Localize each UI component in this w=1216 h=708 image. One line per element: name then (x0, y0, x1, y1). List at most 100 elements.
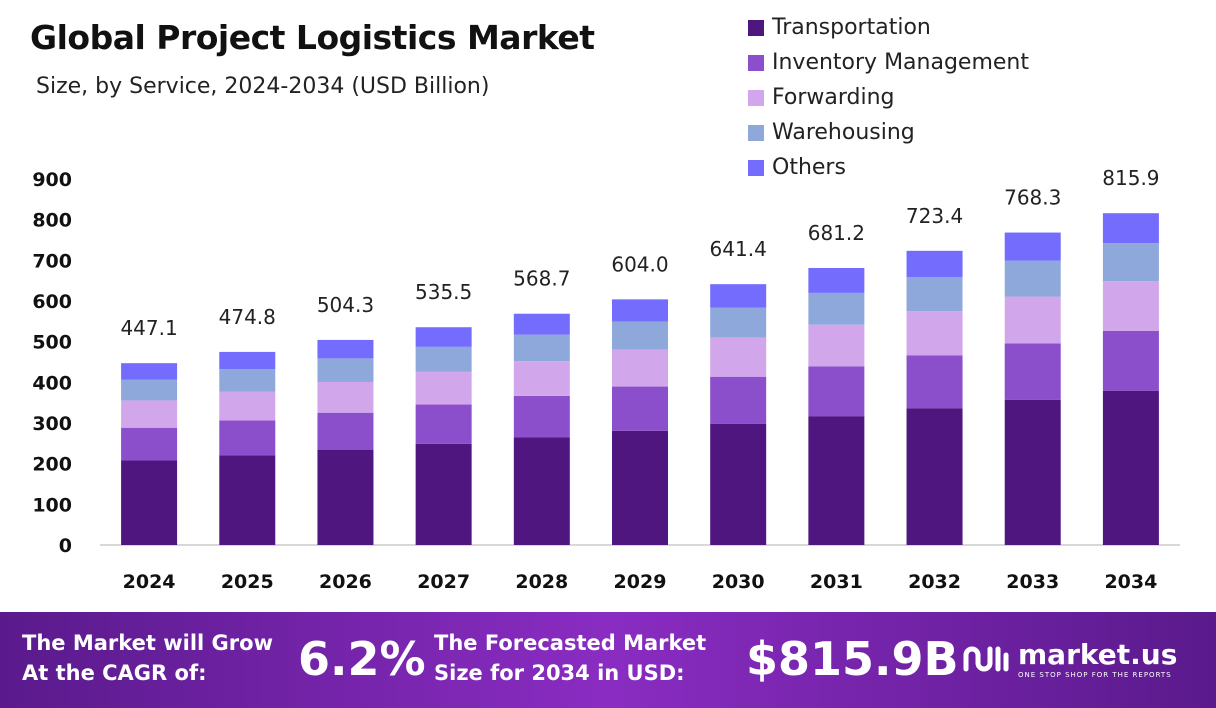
bar-segment-forwarding (906, 311, 963, 356)
bar-segment-inventory-management (317, 412, 374, 450)
total-label: 504.3 (317, 293, 374, 317)
y-tick-label: 200 (32, 454, 72, 476)
bar-segment-transportation (710, 423, 767, 545)
bar-segment-forwarding (710, 337, 767, 377)
bar-segment-transportation (906, 408, 963, 545)
y-tick-label: 700 (32, 250, 72, 272)
bar-segment-warehousing (219, 369, 276, 392)
bar-segment-warehousing (906, 277, 963, 312)
footer-banner: The Market will Grow At the CAGR of: 6.2… (0, 612, 1216, 708)
brand-name: market.us (1018, 638, 1178, 671)
total-label: 568.7 (513, 267, 570, 291)
legend-item: Others (748, 150, 1029, 185)
bar-segment-inventory-management (906, 355, 963, 409)
brand-logo: market.us ONE STOP SHOP FOR THE REPORTS (962, 638, 1177, 679)
bar-segment-warehousing (1102, 243, 1159, 282)
bar-segment-inventory-management (710, 376, 767, 424)
bar-segment-inventory-management (415, 404, 472, 444)
brand-logo-icon (963, 646, 1009, 671)
legend-swatch (748, 159, 764, 176)
bar-segment-inventory-management (513, 395, 570, 438)
bar-segment-others (513, 313, 570, 335)
bar-segment-warehousing (808, 292, 865, 325)
bar-segment-forwarding (1004, 296, 1061, 344)
x-tick-label: 2028 (515, 571, 568, 593)
x-tick-label: 2033 (1006, 571, 1059, 593)
total-label: 768.3 (1004, 186, 1061, 210)
total-label: 474.8 (219, 305, 276, 329)
bar-segment-others (612, 299, 668, 322)
bar-segment-warehousing (513, 334, 570, 362)
bar-segment-forwarding (121, 400, 178, 428)
bar-segment-others (121, 363, 178, 380)
forecast-value: $815.9B (746, 632, 959, 686)
bar-segment-warehousing (415, 346, 472, 372)
bar-segment-transportation (612, 430, 668, 545)
total-label: 604.0 (611, 252, 668, 276)
legend-label: Others (772, 155, 846, 180)
forecast-label-line2: Size for 2034 in USD: (434, 661, 685, 685)
bar-segment-inventory-management (612, 386, 668, 431)
legend-item: Inventory Management (748, 45, 1029, 80)
y-tick-label: 600 (32, 291, 72, 313)
bar-segment-forwarding (317, 381, 374, 413)
legend-item: Warehousing (748, 115, 1029, 150)
legend-swatch (748, 124, 764, 141)
bar-segment-warehousing (1004, 260, 1061, 297)
chart-title: Global Project Logistics Market (30, 18, 595, 57)
x-tick-label: 2034 (1104, 571, 1157, 593)
cagr-label: The Market will Grow At the CAGR of: (22, 628, 273, 688)
bar-segment-transportation (415, 443, 472, 545)
x-tick-label: 2024 (123, 571, 176, 593)
bar-segment-others (219, 351, 276, 370)
bar-segment-transportation (1102, 390, 1159, 545)
bar-segment-transportation (317, 449, 374, 545)
bar-segment-warehousing (612, 321, 668, 350)
bar-segment-forwarding (415, 371, 472, 405)
bar-segment-warehousing (710, 307, 767, 338)
chart-subtitle: Size, by Service, 2024-2034 (USD Billion… (36, 74, 490, 99)
legend-swatch (748, 89, 764, 106)
y-tick-label: 800 (32, 210, 72, 232)
bar-segment-transportation (513, 437, 570, 545)
x-tick-label: 2032 (908, 571, 961, 593)
bar-segment-others (1004, 232, 1061, 261)
y-tick-label: 500 (32, 332, 72, 354)
cagr-label-line1: The Market will Grow (22, 631, 273, 655)
bar-segment-transportation (808, 416, 865, 545)
bar-segment-forwarding (808, 324, 865, 367)
x-tick-label: 2031 (810, 571, 863, 593)
y-tick-label: 900 (32, 169, 72, 191)
chart: 0 100 200 300 400 500 600 700 800 900 447.1 2024 474… (32, 166, 1180, 593)
total-label: 535.5 (415, 280, 472, 304)
bar-segment-inventory-management (1004, 343, 1061, 400)
x-tick-label: 2025 (221, 571, 274, 593)
legend-item: Transportation (748, 10, 1029, 45)
y-tick-label: 0 (59, 535, 72, 557)
forecast-label-line1: The Forecasted Market (434, 631, 707, 655)
y-tick-label: 100 (32, 494, 72, 516)
bar-segment-others (1102, 213, 1159, 244)
cagr-value: 6.2% (298, 632, 426, 686)
forecast-label: The Forecasted Market Size for 2034 in U… (434, 628, 706, 688)
total-label: 641.4 (710, 237, 767, 261)
total-label: 447.1 (120, 316, 177, 340)
x-tick-label: 2029 (614, 571, 667, 593)
brand-tagline: ONE STOP SHOP FOR THE REPORTS (1018, 671, 1172, 679)
legend-swatch (748, 19, 764, 36)
bar-segment-others (808, 267, 865, 293)
total-label: 815.9 (1102, 166, 1159, 190)
bar-segment-inventory-management (219, 420, 276, 456)
bar-segment-forwarding (1102, 281, 1159, 331)
bar-segment-forwarding (612, 349, 668, 387)
bar-segment-others (317, 339, 374, 359)
bar-segment-transportation (1004, 399, 1061, 545)
bar-segment-transportation (219, 455, 276, 545)
bar-segment-forwarding (219, 391, 276, 421)
bar-segment-inventory-management (121, 427, 178, 461)
x-tick-label: 2027 (417, 571, 470, 593)
bar-segment-inventory-management (808, 366, 865, 417)
total-label: 723.4 (906, 204, 963, 228)
bar-segment-others (710, 284, 767, 308)
bar-segment-warehousing (317, 358, 374, 382)
